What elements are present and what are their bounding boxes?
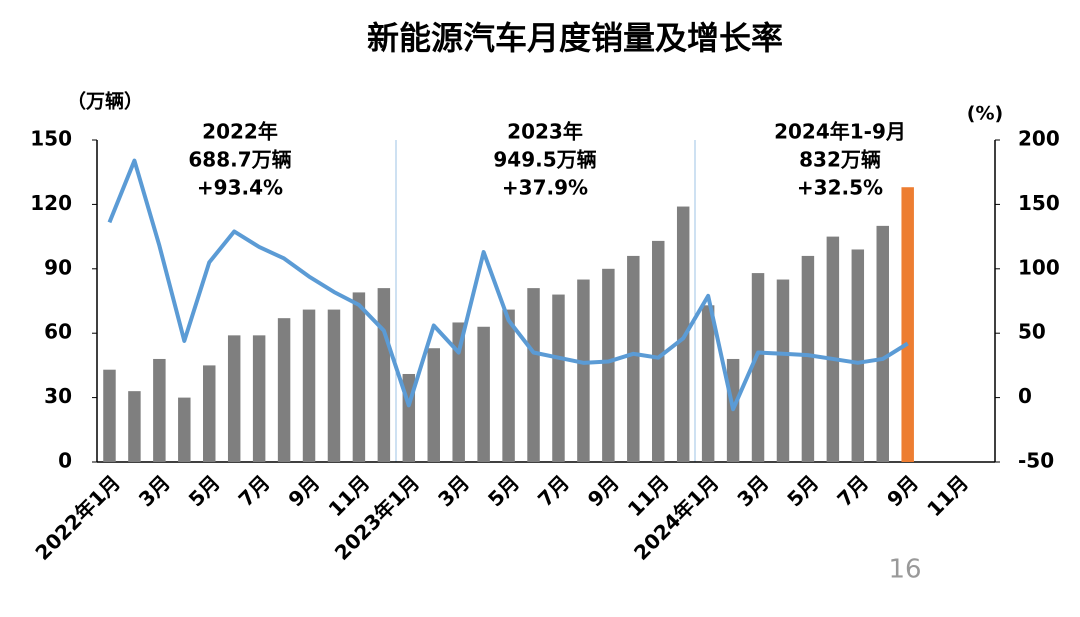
bar [676,206,690,462]
bar [577,279,590,462]
y-axis-label: （万辆） [67,90,143,113]
bar [103,369,116,462]
y-tick-label: 90 [44,255,72,279]
bar [801,255,815,462]
x-tick-label: 7月 [832,470,873,511]
page-number: 16 [888,555,921,585]
y2-tick-label: 0 [1018,384,1032,408]
y-tick-label: 30 [44,384,72,408]
bar [477,326,490,462]
line [107,158,909,412]
bar [826,236,840,462]
bar [153,358,166,462]
annotation: 2023年 [507,120,583,144]
x-tick-label: 7月 [533,470,574,511]
x-tick-label: 7月 [234,470,275,511]
bar [527,288,540,462]
bar [552,294,565,462]
bar [203,365,216,462]
bar [701,305,715,462]
annotation: +32.5% [797,176,883,200]
bar [751,273,765,462]
y2-tick-label: 100 [1018,255,1060,279]
x-tick-label: 9月 [283,470,324,511]
y-tick-label: 0 [58,449,72,473]
y-tick-label: 60 [44,320,72,344]
bar [851,249,865,462]
annotation: 688.7万辆 [188,148,291,172]
bar [277,318,291,462]
annotation: +37.9% [502,176,588,200]
x-tick-label: 3月 [433,470,474,511]
annotation: 2022年 [202,120,278,144]
bar [652,240,665,462]
y-tick-label: 150 [30,127,72,151]
bar [178,397,191,462]
y2-axis-label: (%) [967,103,1003,125]
x-tick-label: 3月 [732,470,773,511]
annotation: 2024年1-9月 [774,120,906,144]
bar [302,309,316,462]
bar [627,255,640,462]
x-tick-label: 5月 [483,470,524,511]
bar [327,309,341,462]
bar [452,322,465,462]
annotation: +93.4% [197,176,283,200]
y2-tick-label: 200 [1018,127,1060,151]
bar [427,348,440,462]
bar [876,225,889,462]
bar [227,335,241,462]
bar [252,335,266,462]
x-tick-label: 2022年1月 [30,470,124,564]
bar [377,288,391,462]
x-tick-label: 3月 [134,470,175,511]
y2-tick-label: 150 [1018,191,1060,215]
annotation: 949.5万辆 [493,148,596,172]
x-tick-label: 9月 [583,470,624,511]
y-tick-label: 120 [30,191,72,215]
x-tick-label: 9月 [882,470,923,511]
bar [128,391,141,462]
annotation: 832万辆 [799,148,881,172]
y2-tick-label: 50 [1018,320,1046,344]
bar [352,292,366,462]
x-tick-label: 5月 [782,470,823,511]
x-tick-label: 11月 [922,470,973,521]
chart-title: 新能源汽车月度销量及增长率 [367,19,783,57]
y2-tick-label: -50 [1018,449,1054,473]
x-tick-label: 5月 [184,470,225,511]
bar [776,279,790,462]
bar [502,309,515,462]
bar [602,268,615,462]
bar [901,187,914,462]
